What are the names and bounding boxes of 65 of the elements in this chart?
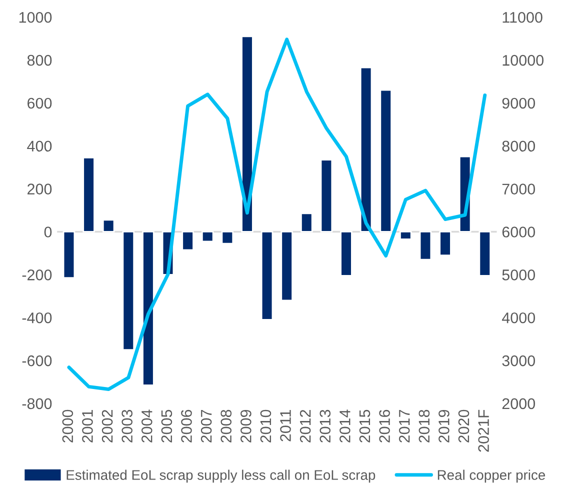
bar [340,231,352,276]
y2-tick-label: 8000 [502,140,536,152]
x-tick-label: 2004 [141,410,152,442]
y-tick-label: 1000 [19,12,52,23]
x-tick-label: 2001 [82,410,93,442]
bar [201,231,214,242]
x-tick-label: 2012 [300,410,311,442]
y2-tick-label: 5000 [502,270,536,280]
y2-tick-label: 3000 [502,355,536,366]
y2-tick-label: 11000 [502,12,542,23]
bar [439,231,452,256]
bar [380,89,392,232]
y2-tick-label: 7000 [502,184,536,194]
y-tick-label: -400 [22,312,52,324]
y-tick-label: 400 [27,140,52,152]
y-tick-label: 200 [28,184,52,194]
y2-tick-label: 6000 [502,226,536,238]
x-tick-label: 2021F [478,410,489,452]
bar [320,159,333,232]
x-tick-label: 2016 [379,410,390,442]
y2-tick-label: 2000 [502,398,536,410]
x-tick-label: 2020 [458,410,470,442]
bar [400,231,412,240]
x-tick-label: 2018 [418,410,430,442]
x-tick-label: 2005 [161,410,172,442]
bar [419,231,432,260]
y2-tick-label: 4000 [502,312,536,324]
x-tick-label: 2003 [122,410,132,442]
x-tick-label: 2013 [320,410,331,442]
y-tick-label: -800 [22,398,52,410]
x-tick-label: 2017 [398,410,410,442]
x-tick-label: 2008 [220,410,232,442]
line-series [67,38,487,391]
legend-label: Real copper price [438,470,546,483]
bar [280,231,293,302]
bar [221,231,234,244]
x-tick-label: 2010 [260,410,272,442]
bar [478,231,492,276]
bar [122,231,135,350]
y-tick-label: -600 [22,355,52,366]
x-tick-label: 2014 [340,410,350,442]
bar [300,212,313,232]
x-tick-label: 2002 [102,410,113,442]
bar [241,36,254,232]
bar [142,231,154,386]
x-tick-label: 2000 [62,410,74,442]
y-tick-label: -200 [22,270,52,280]
x-tick-label: 2006 [181,410,192,442]
bar [62,231,76,279]
y-tick-label: 0 [44,226,52,238]
y2-tick-label: 10000 [502,54,544,66]
x-tick-label: 2011 [280,410,291,442]
y2-tick-label: 9000 [502,98,536,109]
bar [102,219,115,232]
bar [182,231,194,251]
x-tick-label: 2015 [359,410,370,442]
bar [260,231,274,320]
x-tick-label: 2019 [438,410,450,442]
bar [360,66,372,232]
bar [82,156,95,232]
x-tick-label: 2009 [240,410,252,442]
y-tick-label: 800 [27,54,52,66]
legend-label: Estimated EoL scrap supply less call on EoL scrap [66,470,376,483]
x-tick-label: 2007 [200,410,212,442]
y-tick-label: 600 [28,98,52,109]
